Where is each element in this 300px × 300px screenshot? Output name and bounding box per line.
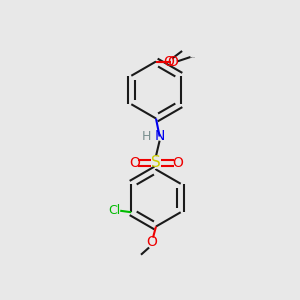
Text: H: H bbox=[142, 130, 151, 143]
Text: O: O bbox=[146, 235, 157, 249]
Text: Cl: Cl bbox=[109, 204, 121, 217]
Text: O: O bbox=[163, 55, 174, 68]
Text: N: N bbox=[154, 130, 165, 143]
Text: O: O bbox=[129, 156, 140, 170]
Text: methyl: methyl bbox=[191, 56, 196, 58]
Text: S: S bbox=[151, 155, 161, 170]
Text: O: O bbox=[172, 156, 183, 170]
Text: O: O bbox=[167, 55, 178, 68]
